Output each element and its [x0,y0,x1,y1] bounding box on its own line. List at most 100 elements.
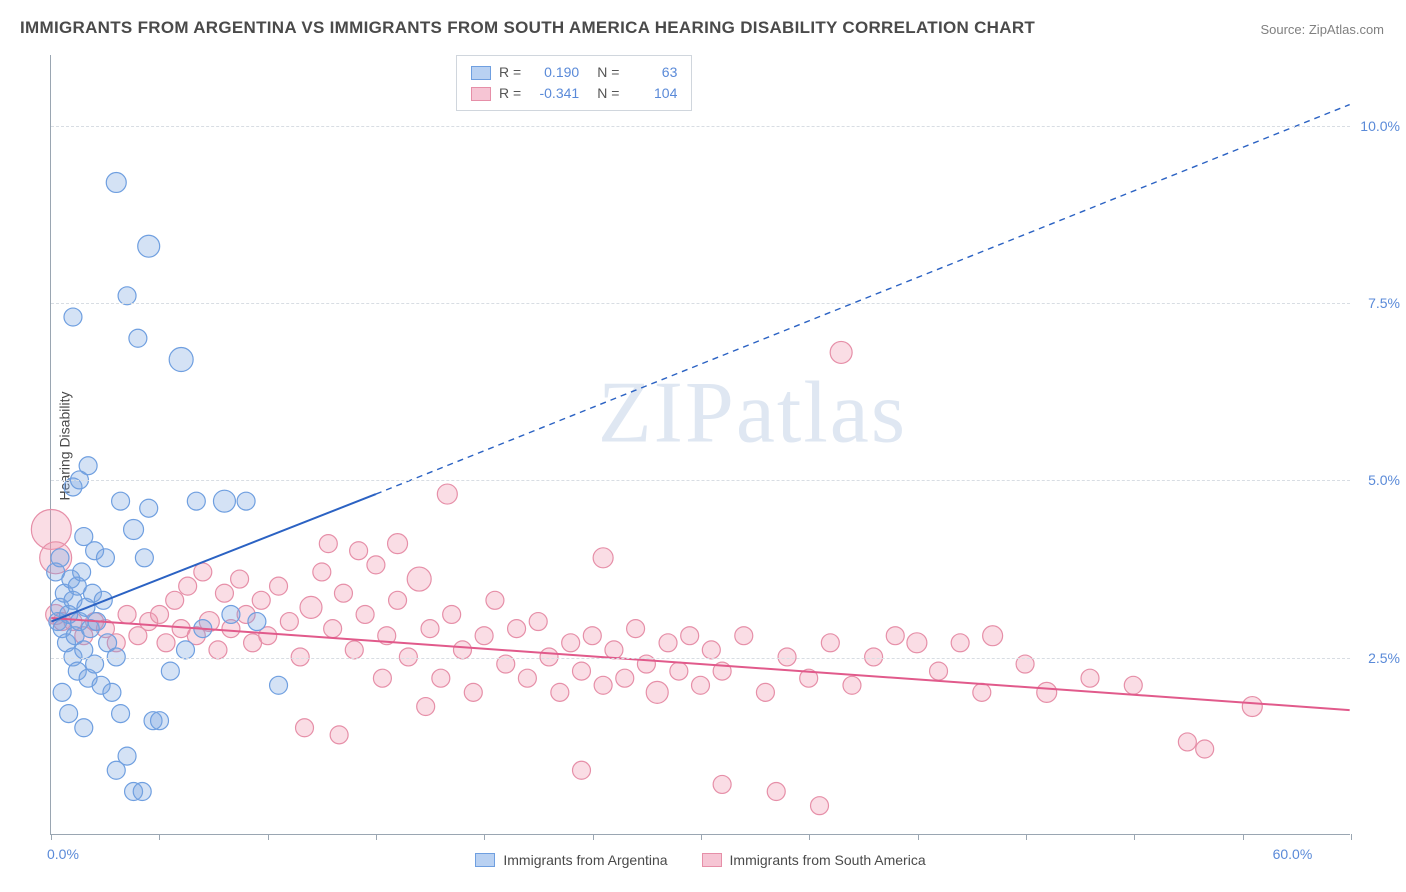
data-point-south-america [194,563,212,581]
data-point-south-america [453,641,471,659]
data-point-argentina [177,641,195,659]
data-point-south-america [388,534,408,554]
data-point-south-america [464,683,482,701]
data-point-south-america [1081,669,1099,687]
data-point-south-america [486,591,504,609]
data-point-south-america [296,719,314,737]
x-tick [484,834,485,840]
data-point-south-america [659,634,677,652]
data-point-south-america [551,683,569,701]
y-tick-label: 5.0% [1354,472,1400,488]
legend-row-argentina: R = 0.190 N = 63 [471,62,677,83]
data-point-south-america [930,662,948,680]
legend-label-south-america: Immigrants from South America [730,852,926,868]
data-point-south-america [756,683,774,701]
data-point-argentina [60,705,78,723]
data-point-argentina [135,549,153,567]
x-tick [1243,834,1244,840]
data-point-south-america [157,634,175,652]
regression-line-argentina-dashed [376,105,1350,495]
data-point-south-america [350,542,368,560]
x-tick [1134,834,1135,840]
source-attribution: Source: ZipAtlas.com [1260,22,1384,37]
data-point-argentina [151,712,169,730]
swatch-south-america [471,87,491,101]
data-point-south-america [973,683,991,701]
data-point-south-america [407,567,431,591]
data-point-south-america [518,669,536,687]
data-point-argentina [222,605,240,623]
data-point-argentina [75,528,93,546]
data-point-argentina [103,683,121,701]
data-point-argentina [133,783,151,801]
data-point-argentina [138,235,160,257]
gridline [51,126,1350,127]
x-tick-label: 0.0% [47,846,79,862]
data-point-south-america [583,627,601,645]
data-point-south-america [475,627,493,645]
legend-label-argentina: Immigrants from Argentina [503,852,667,868]
data-point-south-america [330,726,348,744]
data-point-south-america [830,341,852,363]
data-point-south-america [646,681,668,703]
data-point-argentina [270,676,288,694]
x-tick [1026,834,1027,840]
gridline [51,658,1350,659]
legend-row-south-america: R = -0.341 N = 104 [471,83,677,104]
data-point-argentina [169,348,193,372]
scatter-plot-area: ZIPatlas R = 0.190 N = 63 R = -0.341 N =… [50,55,1350,835]
data-point-south-america [811,797,829,815]
data-point-south-america [437,484,457,504]
data-point-south-america [209,641,227,659]
data-point-south-america [345,641,363,659]
n-value-argentina: 63 [629,62,677,83]
data-point-argentina [53,683,71,701]
data-point-south-america [151,605,169,623]
series-legend-bottom: Immigrants from Argentina Immigrants fro… [51,852,1350,868]
x-tick [51,834,52,840]
data-point-south-america [324,620,342,638]
data-point-argentina [79,457,97,475]
data-point-south-america [417,698,435,716]
data-point-argentina [112,492,130,510]
data-point-argentina [118,287,136,305]
data-point-argentina [75,719,93,737]
r-value-argentina: 0.190 [531,62,579,83]
data-point-south-america [594,676,612,694]
data-point-argentina [237,492,255,510]
chart-svg-layer [51,55,1350,834]
data-point-argentina [64,308,82,326]
n-value-south-america: 104 [629,83,677,104]
data-point-south-america [300,596,322,618]
data-point-south-america [886,627,904,645]
data-point-south-america [1124,676,1142,694]
data-point-south-america [983,626,1003,646]
data-point-south-america [270,577,288,595]
data-point-argentina [129,329,147,347]
data-point-south-america [231,570,249,588]
y-tick-label: 7.5% [1354,295,1400,311]
data-point-south-america [166,591,184,609]
regression-line-south-america [51,618,1349,710]
data-point-south-america [702,641,720,659]
x-tick [809,834,810,840]
x-tick [1351,834,1352,840]
data-point-south-america [616,669,634,687]
data-point-south-america [670,662,688,680]
data-point-south-america [1242,697,1262,717]
data-point-south-america [319,535,337,553]
data-point-argentina [161,662,179,680]
data-point-south-america [118,605,136,623]
x-tick [376,834,377,840]
x-tick-label: 60.0% [1273,846,1313,862]
data-point-south-america [735,627,753,645]
data-point-south-america [432,669,450,687]
data-point-south-america [1037,682,1057,702]
data-point-south-america [593,548,613,568]
data-point-south-america [443,605,461,623]
data-point-south-america [1196,740,1214,758]
data-point-south-america [562,634,580,652]
data-point-south-america [572,662,590,680]
gridline [51,303,1350,304]
data-point-south-america [356,605,374,623]
